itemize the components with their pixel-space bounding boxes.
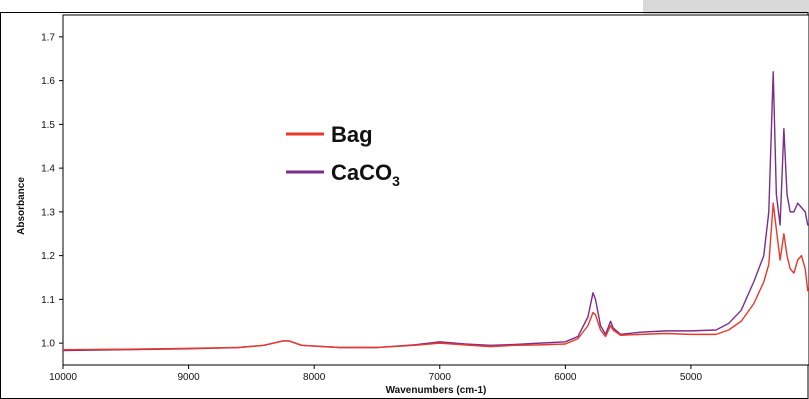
- y-tick-label: 1.5: [41, 120, 55, 131]
- x-tick-label: 5000: [680, 372, 703, 383]
- x-tick-label: 9000: [177, 372, 200, 383]
- legend-label-caco3: CaCO3: [331, 160, 400, 189]
- corner-tab: [643, 0, 809, 14]
- y-tick-label: 1.6: [41, 76, 55, 87]
- y-axis-label: Absorbance: [16, 177, 27, 235]
- x-tick-label: 6000: [554, 372, 577, 383]
- y-tick-label: 1.3: [41, 207, 55, 218]
- y-tick-label: 1.1: [41, 295, 55, 306]
- y-tick-label: 1.2: [41, 251, 55, 262]
- plot-area: [62, 14, 809, 366]
- y-axis: 1.0 1.1 1.2 1.3 1.4 1.5 1.6 1.7: [41, 32, 63, 350]
- x-axis: 10000 9000 8000 7000 6000 5000: [49, 365, 703, 383]
- y-tick-label: 1.4: [41, 164, 55, 175]
- x-tick-label: 10000: [49, 372, 77, 383]
- legend: Bag CaCO3: [286, 122, 400, 189]
- legend-label-caco3-main: CaCO: [331, 160, 392, 185]
- series-line-bag: [62, 202, 809, 351]
- y-tick-label: 1.0: [41, 339, 55, 350]
- x-axis-label: Wavenumbers (cm-1): [386, 385, 487, 396]
- legend-label-caco3-subscript: 3: [392, 173, 400, 189]
- series-lines: [62, 71, 809, 352]
- x-tick-label: 7000: [429, 372, 452, 383]
- legend-label-bag: Bag: [331, 122, 373, 147]
- y-tick-label: 1.7: [41, 32, 55, 43]
- x-tick-label: 8000: [303, 372, 326, 383]
